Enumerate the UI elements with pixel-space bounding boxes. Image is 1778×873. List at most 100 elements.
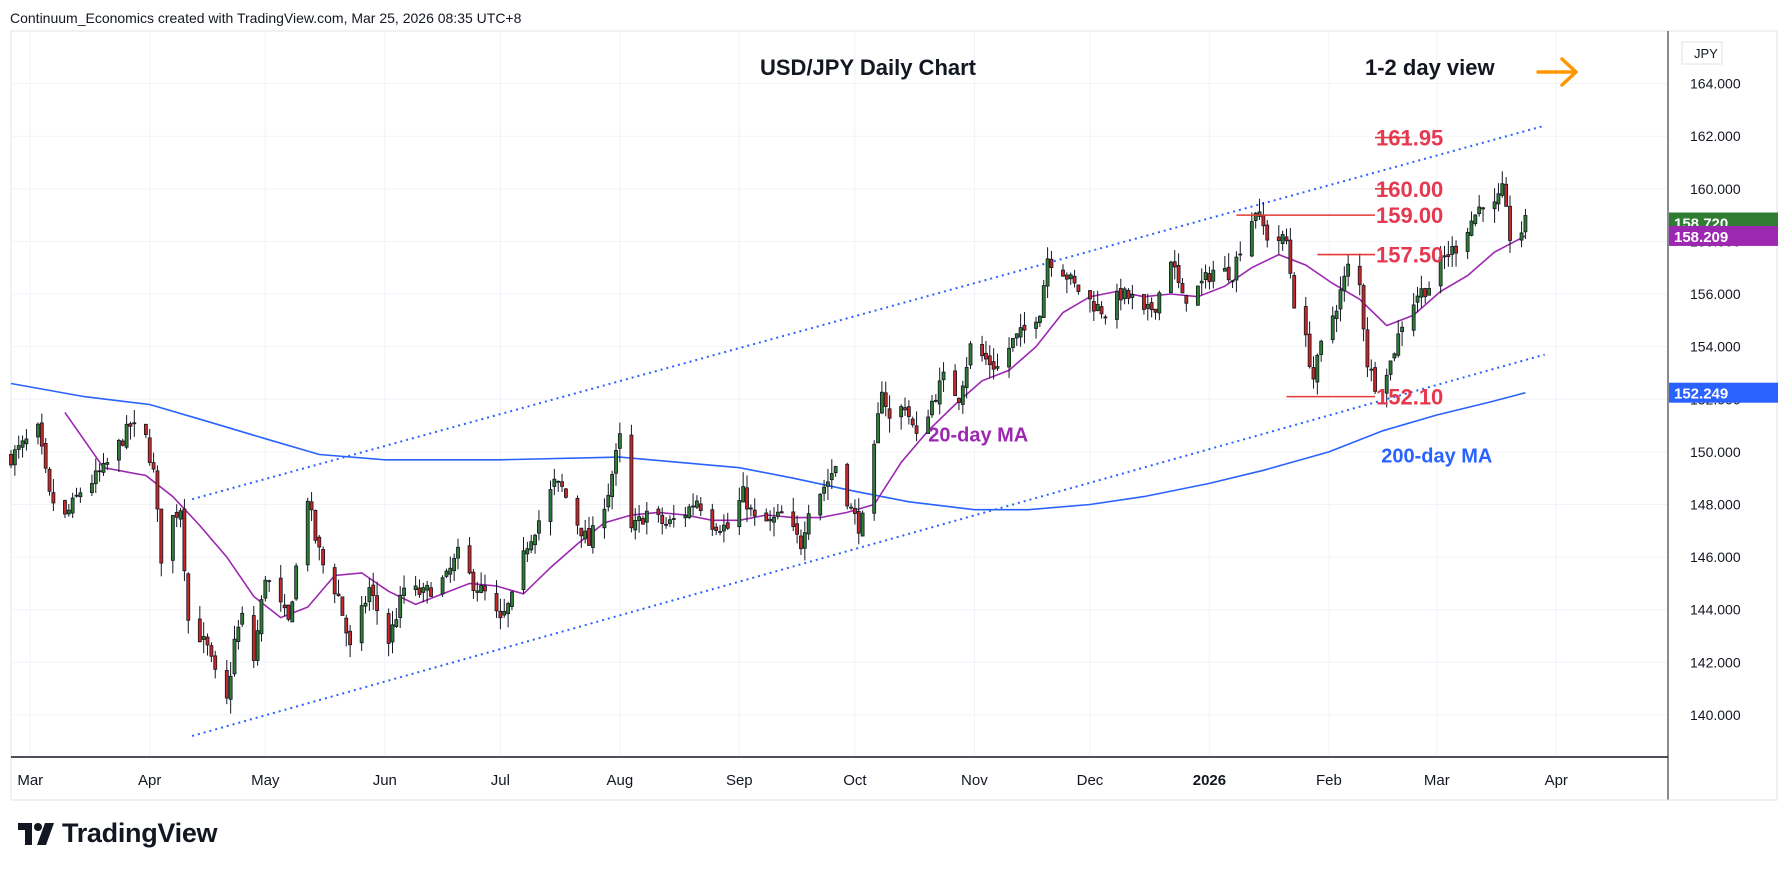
candle-body: [1450, 246, 1455, 255]
x-tick-label: Mar: [17, 772, 43, 789]
candle-body: [1011, 337, 1015, 348]
candle-body: [124, 423, 129, 448]
candle-body: [105, 462, 110, 465]
candle-body: [698, 503, 703, 511]
candle-body: [240, 612, 245, 625]
y-tick-label: 164.000: [1690, 76, 1741, 92]
candle-body: [259, 599, 264, 635]
candle-body: [363, 602, 368, 607]
candle-body: [602, 508, 607, 529]
x-tick-label: Feb: [1316, 772, 1342, 789]
candle-body: [421, 587, 426, 593]
candle-body: [1130, 294, 1135, 298]
candle-body: [725, 522, 730, 529]
candle-body: [9, 453, 13, 466]
candle-body: [879, 391, 884, 414]
candle-body: [671, 518, 676, 520]
candle-body: [930, 400, 934, 416]
y-tick-label: 156.000: [1690, 286, 1741, 302]
candle-body: [151, 462, 156, 470]
candle-body: [822, 486, 826, 494]
candle-body: [47, 468, 52, 492]
currency-box: [1681, 41, 1723, 65]
candle-body: [887, 408, 892, 419]
candle-body: [668, 519, 672, 524]
candle-body: [1142, 294, 1146, 310]
candle-body: [1064, 274, 1069, 280]
candle-body: [90, 483, 94, 494]
view-label: 1-2 day view: [1365, 55, 1496, 80]
candle-body: [332, 567, 337, 595]
candle-body: [74, 494, 79, 497]
candle-body: [313, 509, 318, 541]
x-tick-label: Jul: [491, 772, 510, 789]
candle-body: [937, 380, 942, 405]
candle-body: [93, 470, 98, 485]
candle-body: [1396, 333, 1401, 356]
candle-body: [856, 510, 861, 534]
candle-body: [752, 509, 757, 517]
candle-body: [1061, 269, 1065, 277]
candle-body: [1034, 321, 1038, 329]
candle-body: [1442, 255, 1447, 258]
arrow-right-icon: [1536, 57, 1578, 87]
chart-axes: 140.000 142.000 144.000 146.000 148.000 150.0…: [11, 31, 1777, 801]
candle-body: [1392, 353, 1397, 359]
candle-body: [1172, 261, 1177, 268]
candle-body: [97, 470, 102, 473]
candle-body: [826, 481, 830, 487]
candle-body: [845, 463, 850, 507]
candle-body: [853, 507, 857, 514]
candle-body: [860, 512, 865, 537]
candle-body: [1103, 316, 1108, 319]
candle-body: [829, 473, 834, 481]
candle-body: [899, 406, 904, 418]
candle-body: [1072, 275, 1077, 284]
candle-body: [687, 506, 692, 518]
candle-body: [510, 591, 514, 607]
candle-body: [1203, 272, 1208, 281]
candle-body: [66, 509, 71, 515]
candle-body: [537, 520, 541, 534]
candle-body: [968, 343, 973, 366]
tradingview-logo[interactable]: TradingView: [18, 818, 218, 849]
candle-body: [232, 638, 237, 675]
candle-body: [251, 615, 256, 661]
candle-body: [1238, 253, 1243, 256]
candle-body: [995, 366, 1000, 369]
chart-text: USD/JPY Daily Chart 1-2 day view 20-day MA…: [760, 55, 1578, 467]
candle-body: [772, 516, 776, 523]
candle-body: [1157, 292, 1162, 314]
x-tick-label: May: [251, 772, 280, 789]
candle-body: [63, 500, 67, 515]
candle-body: [1423, 288, 1428, 298]
candle-body: [1338, 289, 1343, 310]
candle-body: [197, 618, 202, 643]
ma20-line: [64, 235, 1526, 619]
x-tick-label: Mar: [1424, 772, 1450, 789]
y-tick-label: 160.000: [1690, 181, 1741, 197]
candle-body: [710, 509, 715, 530]
candle-body: [903, 407, 907, 411]
candle-body: [12, 449, 17, 466]
candle-body: [1342, 275, 1347, 292]
candle-body: [1496, 193, 1501, 205]
candle-body: [36, 423, 40, 438]
candle-body: [617, 433, 622, 449]
candle-body: [525, 548, 530, 555]
candle-body: [147, 437, 152, 463]
candle-body: [964, 366, 969, 389]
candle-body: [367, 587, 372, 603]
candle-body: [1211, 269, 1216, 282]
candle-body: [779, 511, 784, 514]
candle-body: [714, 526, 719, 531]
candle-body: [644, 510, 649, 523]
candle-body: [1311, 367, 1316, 380]
y-tick-label: 150.000: [1690, 444, 1741, 460]
candle-body: [1253, 212, 1258, 221]
candle-body: [502, 610, 507, 616]
candle-body: [802, 532, 807, 549]
candle-body: [614, 450, 618, 474]
